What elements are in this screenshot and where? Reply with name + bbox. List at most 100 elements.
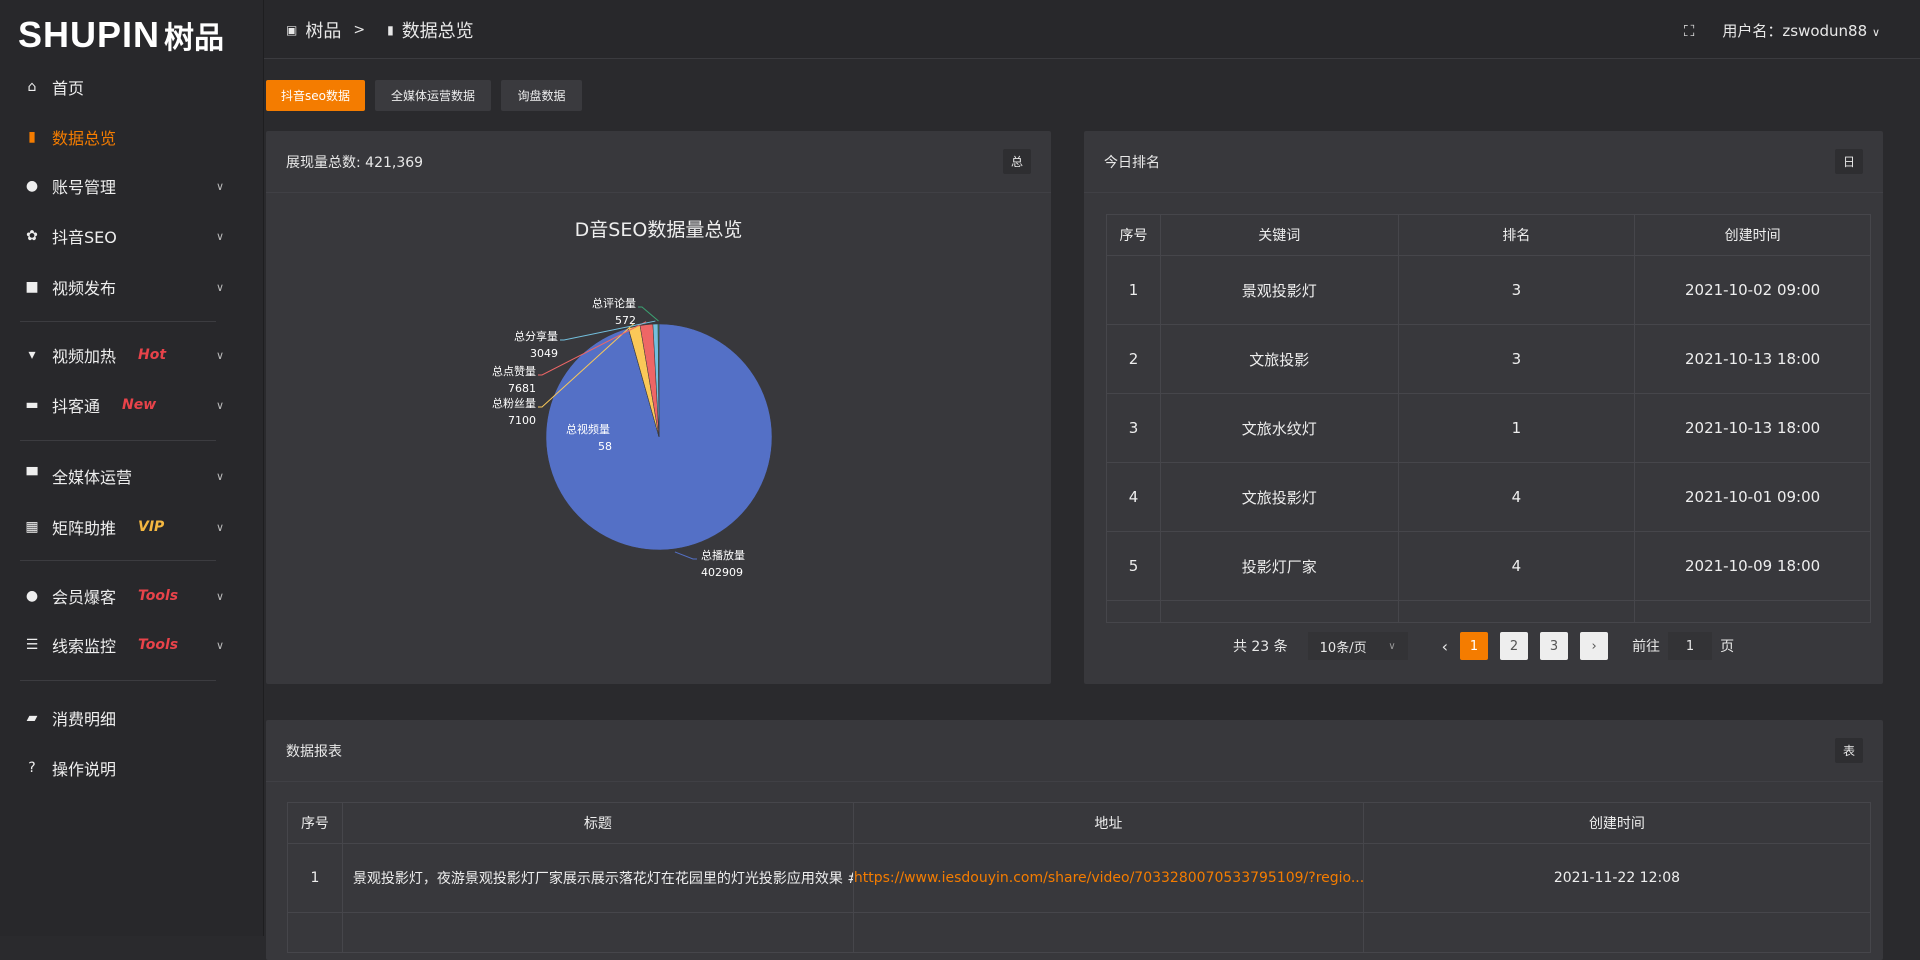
pie-chart: 总播放量 402909 总视频量 58 总粉丝量 7100 总点赞量 7681 总分享量 3049… — [492, 296, 773, 579]
sidebar-badge: New — [122, 397, 157, 413]
divider — [20, 321, 216, 322]
sidebar-item[interactable]: ▦ 矩阵助推 VIP ∨ — [0, 507, 264, 547]
pie-card: 展现量总数: 421,369 总 D音SEO数据量总览 总播放量 402909 总视频… — [266, 131, 1051, 789]
table-cell: 景观投影灯 — [1159, 255, 1399, 325]
sidebar-item-label: 全媒体运营 — [52, 468, 133, 487]
sidebar-item-label: 会员爆客 — [52, 588, 117, 607]
divider — [20, 560, 216, 561]
chevron-down-icon[interactable]: ∨ — [215, 469, 224, 483]
table-cell: 2 — [1106, 324, 1161, 394]
page-1[interactable]: 1 — [1460, 632, 1489, 660]
slice-name-label: 总点赞量 — [492, 364, 536, 378]
column-header: 关键词 — [1159, 214, 1399, 256]
table-cell: 4 — [1397, 531, 1636, 601]
chevron-down-icon: ∨ — [1388, 640, 1396, 652]
chevron-down-icon[interactable]: ∨ — [215, 638, 224, 652]
table-cell: 景观投影灯，夜游景观投影灯厂家展示展示落花灯在花园里的灯光投影应用效果 # — [341, 843, 854, 913]
user-menu[interactable]: 用户名：zswodun88 ∨ — [1722, 20, 1880, 41]
table-row: 1 景观投影灯 3 2021-10-02 09:00 — [1106, 255, 1871, 325]
column-header: 创建时间 — [1634, 214, 1871, 256]
pie-card-tag[interactable]: 总 — [1002, 149, 1031, 174]
table-cell: 3 — [1397, 255, 1636, 325]
wallet-icon: ▰ — [26, 710, 38, 726]
sidebar-item[interactable]: ▾ 视频加热 Hot ∨ — [0, 335, 264, 375]
sidebar-item[interactable]: ■ 视频发布 ∨ — [0, 267, 264, 307]
chart-icon: ▣ — [286, 23, 298, 37]
next-page-button[interactable]: › — [1580, 632, 1609, 660]
sidebar-badge: Tools — [138, 588, 179, 604]
report-table: 序号 标题 地址 创建时间 1 景观投影灯，夜游景观投影灯厂家展示展示落花灯在花园里的灯光… — [287, 802, 1872, 953]
page-size-value: 10条/页 — [1319, 640, 1367, 656]
slice-value-label: 7681 — [508, 382, 536, 395]
chevron-down-icon[interactable]: ∨ — [215, 280, 224, 294]
slice-value-label: 402909 — [701, 566, 743, 579]
report-card-tag[interactable]: 表 — [1834, 738, 1863, 763]
table-row: 4 文旅投影灯 4 2021-10-01 09:00 — [1106, 462, 1871, 532]
page-2[interactable]: 2 — [1500, 632, 1529, 660]
sidebar-item-label: 首页 — [52, 79, 85, 98]
sidebar-item[interactable]: ☰ 线索监控 Tools ∨ — [0, 625, 264, 665]
label-line — [538, 321, 647, 376]
tab-inquiry[interactable]: 询盘数据 — [501, 80, 582, 111]
pie-slice[interactable] — [657, 323, 660, 438]
sidebar-item[interactable]: ? 操作说明 — [0, 748, 264, 788]
table-cell: 3 — [1397, 324, 1636, 394]
sidebar-item[interactable]: ● 会员爆客 Tools ∨ — [0, 576, 264, 616]
sidebar-item[interactable]: ▰ 消费明细 — [0, 698, 264, 738]
label-line — [638, 306, 659, 322]
table-row: 2 文旅投影 3 2021-10-13 18:00 — [1106, 324, 1871, 394]
sidebar-item[interactable]: ▀ 全媒体运营 ∨ — [0, 456, 264, 496]
chevron-down-icon[interactable]: ∨ — [215, 348, 224, 362]
goto-label: 前往 — [1632, 639, 1661, 655]
gear-icon: ✿ — [26, 228, 38, 244]
chart-title: D音SEO数据量总览 — [574, 219, 743, 241]
sidebar-badge: VIP — [138, 519, 165, 535]
chat-icon: ▬ — [25, 397, 39, 413]
sidebar-item-label: 视频发布 — [52, 279, 117, 298]
slice-name-label: 总评论量 — [592, 296, 636, 310]
sidebar-item[interactable]: ● 账号管理 ∨ — [0, 166, 264, 206]
rank-card-tag[interactable]: 日 — [1834, 149, 1863, 174]
table-cell: 文旅水纹灯 — [1159, 393, 1399, 463]
user-icon: ● — [25, 588, 39, 604]
fullscreen-icon[interactable]: ⛶ — [1683, 21, 1695, 40]
sidebar-item[interactable]: ⌂ 首页 — [0, 67, 264, 107]
table-row — [1106, 600, 1871, 623]
table-cell: 2021-10-13 18:00 — [1634, 324, 1871, 394]
table-cell: 4 — [1106, 462, 1161, 532]
chevron-down-icon[interactable]: ∨ — [215, 179, 224, 193]
goto-input[interactable]: 1 — [1668, 632, 1713, 660]
grid-icon: ▦ — [25, 519, 39, 535]
slice-value-label: 3049 — [530, 347, 558, 360]
column-header: 创建时间 — [1362, 802, 1872, 844]
label-line — [538, 323, 634, 408]
chevron-down-icon[interactable]: ∨ — [215, 229, 224, 243]
page-3[interactable]: 3 — [1540, 632, 1569, 660]
tab-all-media[interactable]: 全媒体运营数据 — [375, 80, 491, 111]
label-line — [674, 551, 697, 560]
tab-douyin-seo[interactable]: 抖音seo数据 — [266, 80, 365, 111]
chevron-down-icon[interactable]: ∨ — [215, 520, 224, 534]
breadcrumb-home[interactable]: 树品 — [305, 21, 342, 42]
sidebar-item[interactable]: ▮ 数据总览 — [0, 117, 264, 157]
table-cell: 4 — [1397, 462, 1636, 532]
label-line — [560, 320, 656, 341]
sidebar-item[interactable]: ✿ 抖音SEO ∨ — [0, 216, 264, 256]
chevron-down-icon: ∨ — [1871, 26, 1880, 39]
chevron-down-icon[interactable]: ∨ — [215, 398, 224, 412]
table-cell: 2021-10-02 09:00 — [1634, 255, 1871, 325]
logo[interactable]: SHUPIN 树品 — [18, 10, 224, 60]
chevron-down-icon[interactable]: ∨ — [215, 589, 224, 603]
slice-name-label: 总播放量 — [701, 548, 745, 562]
slice-name-label: 总粉丝量 — [492, 396, 536, 410]
prev-page-button[interactable]: ‹ — [1441, 636, 1449, 656]
slice-value-label: 58 — [598, 440, 612, 453]
page-size-select[interactable]: 10条/页 ∨ — [1307, 632, 1408, 660]
sidebar-item-label: 数据总览 — [52, 129, 117, 148]
sidebar-item-label: 线索监控 — [52, 637, 117, 656]
table-cell[interactable]: https://www.iesdouyin.com/share/video/70… — [852, 843, 1364, 913]
slice-value-label: 572 — [615, 314, 636, 327]
sidebar-item[interactable]: ▬ 抖客通 New ∨ — [0, 385, 264, 425]
sidebar-badge: Tools — [138, 637, 179, 653]
sidebar-item-label: 账号管理 — [52, 178, 117, 197]
